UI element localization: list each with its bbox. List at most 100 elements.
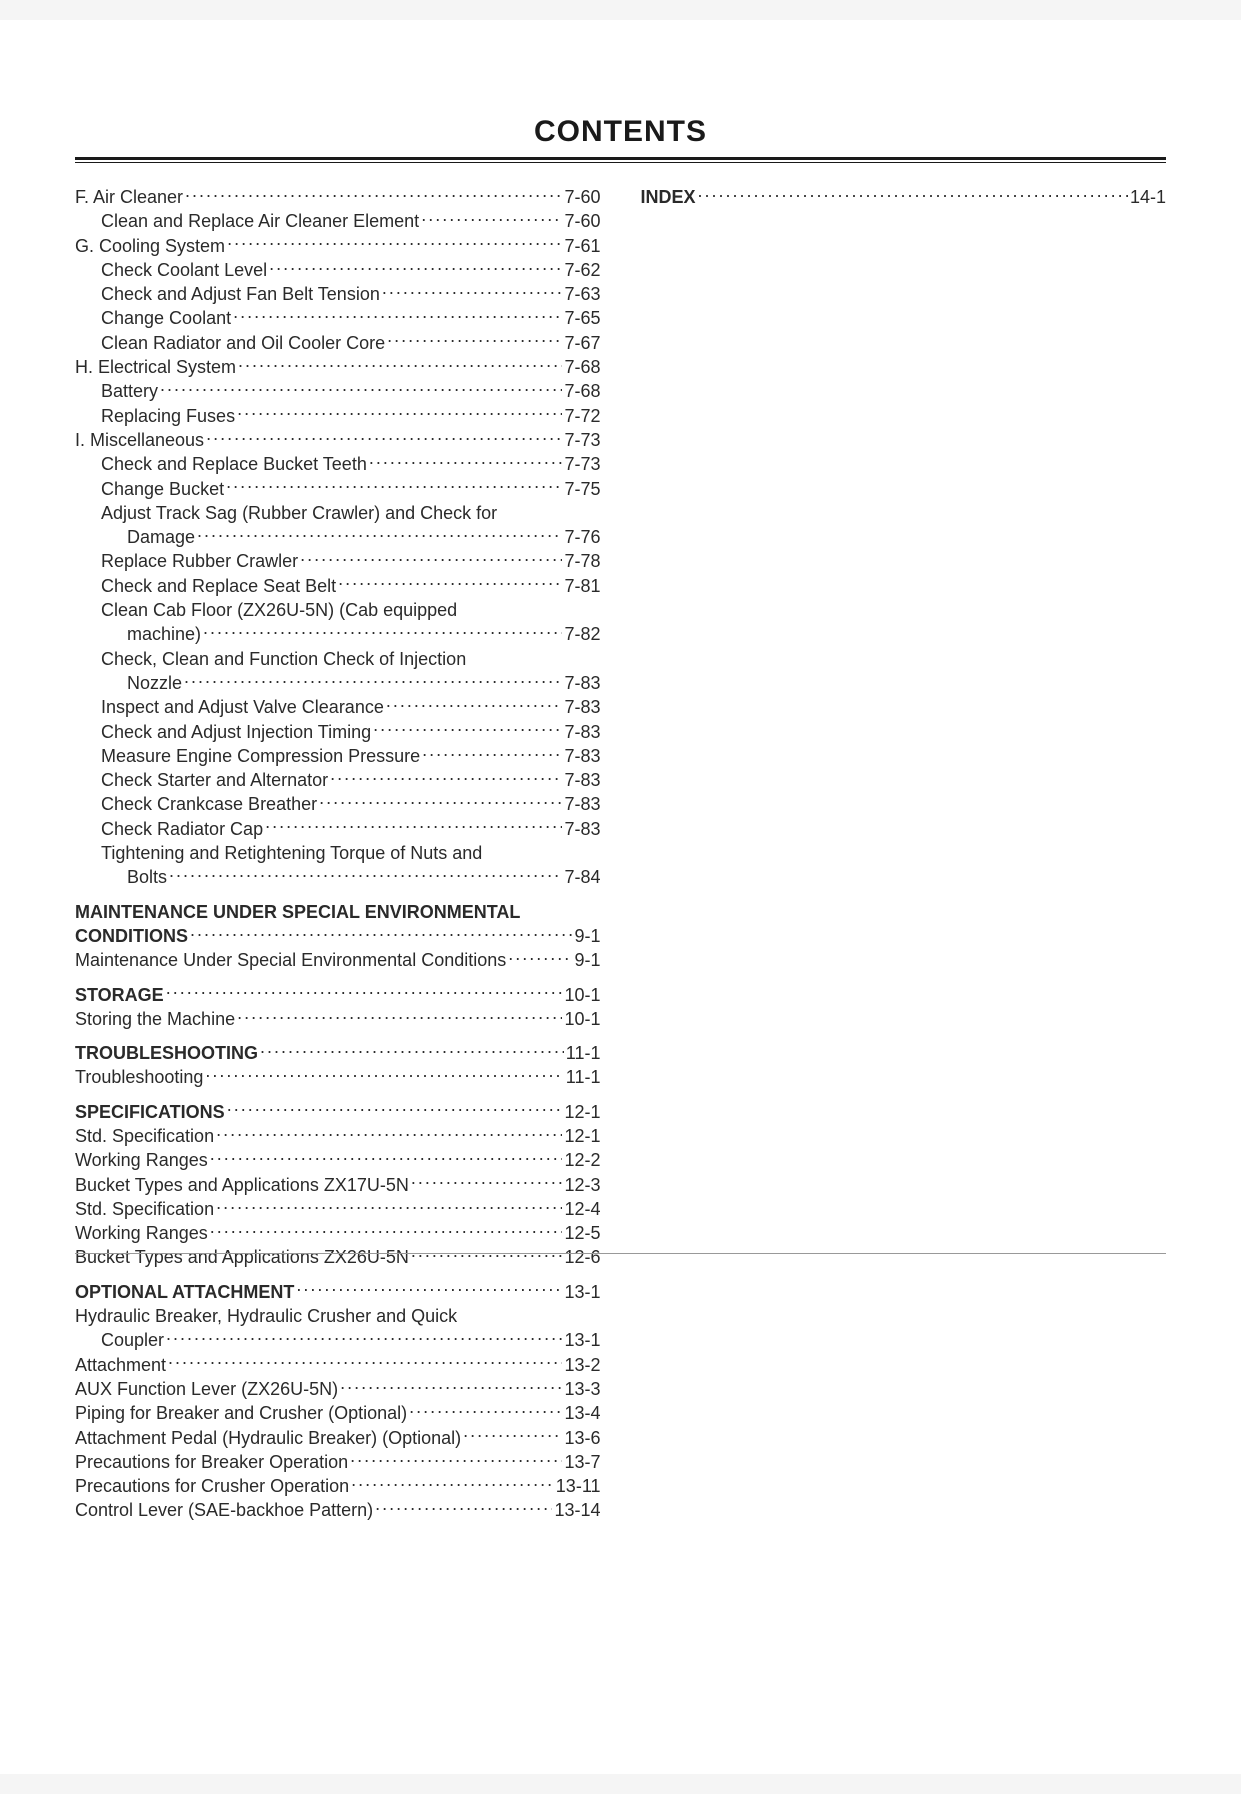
toc-page: 7-68 bbox=[564, 355, 600, 379]
toc-page: 7-76 bbox=[564, 525, 600, 549]
toc-leader bbox=[296, 1280, 562, 1298]
toc-leader bbox=[350, 1450, 562, 1468]
toc-page: 13-1 bbox=[564, 1328, 600, 1352]
toc-entry: Check Starter and Alternator7-83 bbox=[75, 768, 601, 792]
page-title: CONTENTS bbox=[75, 115, 1166, 149]
toc-entry: TROUBLESHOOTING 11-1 bbox=[75, 1041, 601, 1065]
toc-label: Precautions for Breaker Operation bbox=[75, 1450, 348, 1474]
toc-label: Adjust Track Sag (Rubber Crawler) and Ch… bbox=[101, 501, 497, 525]
toc-entry: Adjust Track Sag (Rubber Crawler) and Ch… bbox=[75, 501, 601, 525]
toc-entry: Std. Specification12-1 bbox=[75, 1124, 601, 1148]
toc-page: 7-83 bbox=[564, 671, 600, 695]
toc-entry: Measure Engine Compression Pressure7-83 bbox=[75, 744, 601, 768]
toc-entry: MAINTENANCE UNDER SPECIAL ENVIRONMENTAL bbox=[75, 900, 601, 924]
toc-leader bbox=[373, 720, 562, 738]
document-page: CONTENTS F. Air Cleaner7-60Clean and Rep… bbox=[0, 20, 1241, 1774]
toc-page: 11-1 bbox=[566, 1041, 601, 1065]
toc-entry: F. Air Cleaner7-60 bbox=[75, 185, 601, 209]
toc-label: Bolts bbox=[127, 865, 167, 889]
toc-entry: Replace Rubber Crawler7-78 bbox=[75, 549, 601, 573]
toc-label: Check Starter and Alternator bbox=[101, 768, 328, 792]
toc-leader bbox=[227, 234, 562, 252]
toc-entry: Precautions for Breaker Operation 13-7 bbox=[75, 1450, 601, 1474]
toc-label: G. Cooling System bbox=[75, 234, 225, 258]
toc-entry: Check and Adjust Fan Belt Tension7-63 bbox=[75, 282, 601, 306]
toc-page: 13-7 bbox=[564, 1450, 600, 1474]
toc-label: Control Lever (SAE-backhoe Pattern) bbox=[75, 1498, 373, 1522]
toc-page: 7-78 bbox=[564, 549, 600, 573]
toc-leader bbox=[319, 792, 562, 810]
toc-page: 13-4 bbox=[564, 1401, 600, 1425]
toc-label: Check Coolant Level bbox=[101, 258, 267, 282]
toc-leader bbox=[300, 549, 562, 567]
toc-page: 10-1 bbox=[564, 1007, 600, 1031]
toc-page: 13-3 bbox=[564, 1377, 600, 1401]
toc-leader bbox=[411, 1173, 563, 1191]
toc-leader bbox=[375, 1498, 552, 1516]
toc-leader bbox=[369, 452, 563, 470]
toc-leader bbox=[206, 428, 562, 446]
toc-entry: I. Miscellaneous7-73 bbox=[75, 428, 601, 452]
toc-label: INDEX bbox=[641, 185, 696, 209]
toc-label: Coupler bbox=[101, 1328, 164, 1352]
toc-leader bbox=[237, 404, 562, 422]
toc-entry: Nozzle7-83 bbox=[75, 671, 601, 695]
toc-page: 7-65 bbox=[564, 306, 600, 330]
toc-page: 7-73 bbox=[564, 452, 600, 476]
toc-entry: Troubleshooting11-1 bbox=[75, 1065, 601, 1089]
toc-page: 12-3 bbox=[564, 1173, 600, 1197]
toc-page: 13-14 bbox=[554, 1498, 600, 1522]
toc-page: 7-60 bbox=[564, 185, 600, 209]
toc-entry: Check Coolant Level7-62 bbox=[75, 258, 601, 282]
toc-label: Check Radiator Cap bbox=[101, 817, 263, 841]
toc-entry: Clean Cab Floor (ZX26U-5N) (Cab equipped bbox=[75, 598, 601, 622]
toc-page: 12-2 bbox=[564, 1148, 600, 1172]
toc-leader bbox=[205, 1065, 563, 1083]
toc-page: 9-1 bbox=[574, 924, 600, 948]
toc-leader bbox=[168, 1353, 562, 1371]
toc-leader bbox=[463, 1426, 562, 1444]
toc-leader bbox=[422, 744, 562, 762]
toc-label: AUX Function Lever (ZX26U-5N) bbox=[75, 1377, 338, 1401]
toc-label: Troubleshooting bbox=[75, 1065, 203, 1089]
toc-entry: Damage7-76 bbox=[75, 525, 601, 549]
toc-label: TROUBLESHOOTING bbox=[75, 1041, 258, 1065]
toc-leader bbox=[340, 1377, 562, 1395]
toc-label: Battery bbox=[101, 379, 158, 403]
toc-page: 13-11 bbox=[556, 1474, 601, 1498]
toc-label: Check, Clean and Function Check of Injec… bbox=[101, 647, 466, 671]
toc-entry: Battery7-68 bbox=[75, 379, 601, 403]
toc-label: MAINTENANCE UNDER SPECIAL ENVIRONMENTAL bbox=[75, 900, 520, 924]
toc-entry: Check and Replace Seat Belt7-81 bbox=[75, 574, 601, 598]
toc-page: 7-83 bbox=[564, 792, 600, 816]
toc-label: Working Ranges bbox=[75, 1221, 208, 1245]
toc-leader bbox=[160, 379, 562, 397]
toc-leader bbox=[508, 948, 572, 966]
toc-label: Check Crankcase Breather bbox=[101, 792, 317, 816]
toc-entry: Bucket Types and Applications ZX26U-5N12… bbox=[75, 1245, 601, 1269]
toc-leader bbox=[184, 671, 562, 689]
toc-label: Std. Specification bbox=[75, 1124, 214, 1148]
toc-entry: Bucket Types and Applications ZX17U-5N12… bbox=[75, 1173, 601, 1197]
toc-page: 13-1 bbox=[564, 1280, 600, 1304]
toc-entry: Hydraulic Breaker, Hydraulic Crusher and… bbox=[75, 1304, 601, 1328]
toc-leader bbox=[411, 1245, 563, 1263]
toc-entry: STORAGE10-1 bbox=[75, 983, 601, 1007]
footer-rule bbox=[75, 1253, 1166, 1254]
toc-entry: Clean and Replace Air Cleaner Element7-6… bbox=[75, 209, 601, 233]
toc-label: Check and Adjust Injection Timing bbox=[101, 720, 371, 744]
right-column: INDEX14-1 bbox=[641, 185, 1167, 1523]
toc-leader bbox=[190, 924, 572, 942]
toc-leader bbox=[216, 1197, 562, 1215]
toc-label: OPTIONAL ATTACHMENT bbox=[75, 1280, 294, 1304]
header-rule bbox=[75, 157, 1166, 163]
toc-label: Change Bucket bbox=[101, 477, 224, 501]
toc-page: 13-6 bbox=[564, 1426, 600, 1450]
toc-label: Piping for Breaker and Crusher (Optional… bbox=[75, 1401, 407, 1425]
toc-label: Replacing Fuses bbox=[101, 404, 235, 428]
toc-entry: Precautions for Crusher Operation13-11 bbox=[75, 1474, 601, 1498]
toc-page: 7-61 bbox=[564, 234, 600, 258]
toc-leader bbox=[260, 1041, 564, 1059]
toc-label: Measure Engine Compression Pressure bbox=[101, 744, 420, 768]
toc-leader bbox=[233, 306, 562, 324]
